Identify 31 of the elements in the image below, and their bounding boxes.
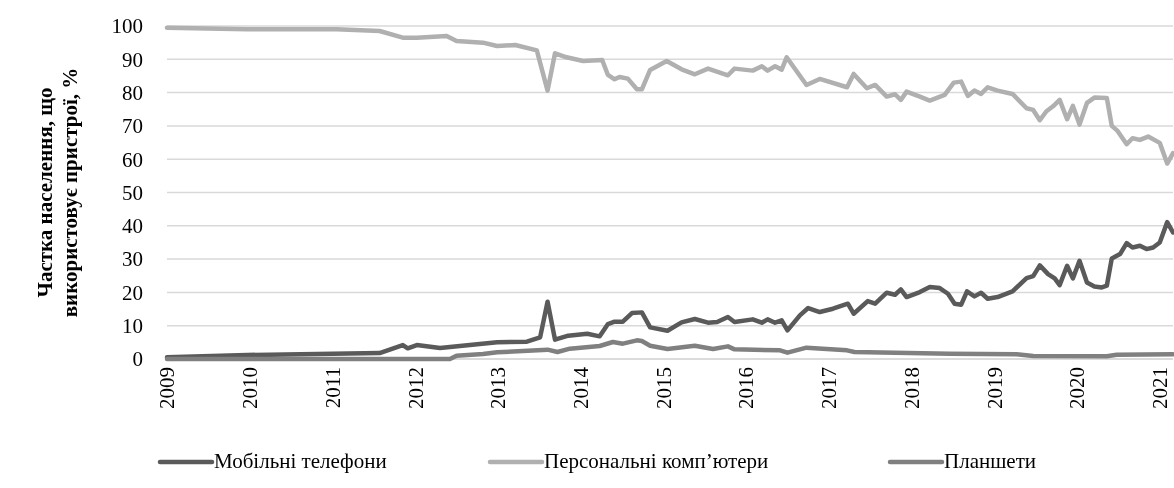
y-tick-label: 80 [122, 80, 143, 105]
x-tick-label: 2018 [899, 367, 924, 409]
x-tick-label: 2013 [486, 367, 511, 409]
y-tick-label: 100 [111, 14, 143, 39]
x-tick-label: 2016 [734, 367, 759, 409]
x-tick-label: 2019 [982, 367, 1007, 409]
x-tick-label: 2017 [817, 367, 842, 409]
x-tick-label: 2011 [320, 367, 345, 409]
y-tick-label: 40 [122, 214, 143, 239]
y-tick-label: 60 [122, 147, 143, 172]
y-tick-label: 90 [122, 47, 143, 72]
x-tick-label: 2021 [1148, 367, 1173, 409]
x-tick-label: 2010 [238, 367, 263, 409]
legend-label: Мобільні телефони [214, 449, 387, 473]
line-series [164, 219, 1174, 360]
x-tick-label: 2020 [1065, 367, 1090, 409]
y-tick-label: 10 [122, 314, 143, 339]
legend-label: Планшети [944, 449, 1037, 473]
y-tick-label: 0 [132, 347, 143, 372]
x-tick-label: 2014 [569, 366, 593, 409]
x-tick-label: 2015 [651, 367, 676, 409]
x-tick-label: 2009 [155, 367, 180, 409]
y-tick-label: 20 [122, 280, 143, 305]
y-axis-title: Частка населення, що використовує пристрої, % [33, 67, 82, 318]
y-tick-label: 30 [122, 247, 143, 272]
line-series [164, 25, 1174, 166]
y-tick-label: 50 [122, 180, 143, 205]
y-tick-label: 70 [122, 114, 143, 139]
legend-label: Персональні комп’ютери [544, 449, 769, 473]
x-tick-label: 2012 [403, 367, 428, 409]
line-series [164, 338, 1174, 362]
